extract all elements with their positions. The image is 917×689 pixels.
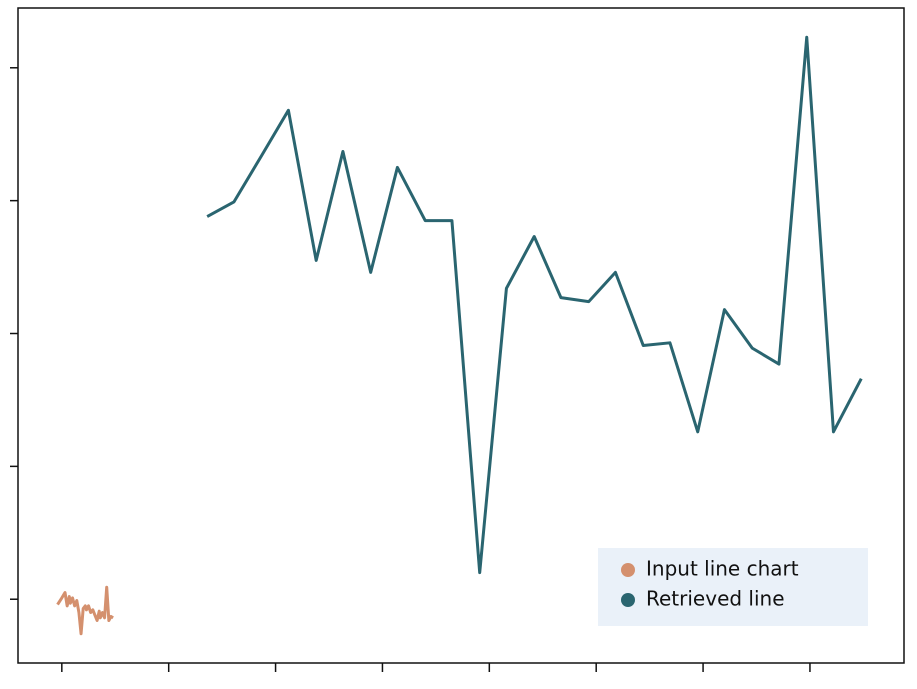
legend-box [598,548,868,626]
plot-frame [17,7,905,664]
series-line [56,585,114,636]
legend-marker [621,593,635,607]
legend-marker [621,563,635,577]
legend-label: Retrieved line [646,587,785,611]
legend-label: Input line chart [646,557,799,581]
series-line [206,35,863,575]
